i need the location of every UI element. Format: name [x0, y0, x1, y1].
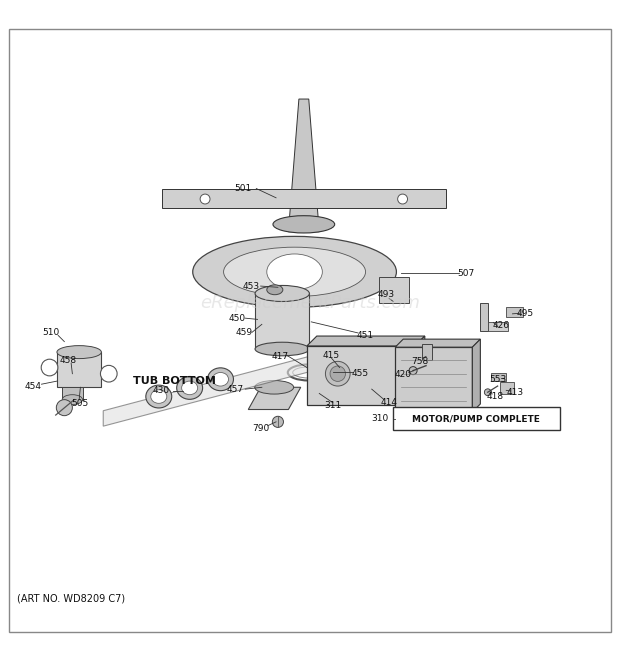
Ellipse shape	[62, 395, 82, 405]
Ellipse shape	[326, 362, 350, 386]
Text: 451: 451	[357, 331, 374, 340]
Ellipse shape	[397, 194, 407, 204]
Text: 458: 458	[60, 356, 77, 365]
Text: 418: 418	[487, 392, 503, 401]
Bar	[379, 277, 409, 303]
Ellipse shape	[255, 381, 294, 394]
Ellipse shape	[409, 367, 417, 375]
Ellipse shape	[224, 247, 366, 297]
Text: 414: 414	[381, 398, 397, 407]
Ellipse shape	[267, 254, 322, 290]
Text: 457: 457	[226, 385, 243, 394]
Text: 454: 454	[25, 381, 42, 391]
Bar	[395, 347, 472, 412]
Text: 495: 495	[516, 309, 533, 318]
Ellipse shape	[41, 359, 58, 376]
Polygon shape	[415, 336, 425, 405]
Ellipse shape	[200, 194, 210, 204]
Ellipse shape	[273, 215, 335, 233]
Ellipse shape	[193, 237, 396, 307]
Text: 453: 453	[242, 282, 259, 291]
Text: 505: 505	[72, 399, 89, 408]
Text: 310: 310	[371, 414, 388, 423]
Polygon shape	[288, 99, 319, 232]
Text: 493: 493	[378, 290, 394, 299]
Text: eReplacementParts.com: eReplacementParts.com	[200, 293, 420, 312]
Text: 501: 501	[235, 184, 252, 193]
Text: 426: 426	[493, 321, 510, 330]
Text: 507: 507	[457, 268, 474, 278]
Polygon shape	[62, 387, 83, 400]
Text: MOTOR/PUMP COMPLETE: MOTOR/PUMP COMPLETE	[412, 414, 540, 423]
Ellipse shape	[255, 342, 309, 356]
Text: 311: 311	[324, 401, 342, 410]
Polygon shape	[395, 339, 480, 347]
Polygon shape	[162, 188, 446, 208]
Text: 417: 417	[272, 352, 289, 361]
Ellipse shape	[208, 368, 234, 391]
Bar	[57, 352, 102, 387]
Ellipse shape	[484, 389, 491, 396]
Text: 413: 413	[507, 388, 523, 397]
Ellipse shape	[57, 346, 102, 358]
Ellipse shape	[213, 372, 229, 386]
Ellipse shape	[267, 285, 283, 295]
Ellipse shape	[255, 286, 309, 301]
Bar	[507, 307, 523, 317]
Ellipse shape	[182, 381, 198, 395]
Polygon shape	[104, 352, 326, 426]
Ellipse shape	[146, 385, 172, 408]
Bar	[488, 323, 508, 330]
Text: 510: 510	[42, 328, 60, 337]
Text: 415: 415	[323, 351, 340, 360]
Text: 420: 420	[394, 370, 411, 379]
Ellipse shape	[272, 416, 283, 428]
Ellipse shape	[100, 366, 117, 382]
Text: 790: 790	[252, 424, 269, 432]
Text: 450: 450	[229, 314, 246, 323]
Polygon shape	[248, 387, 301, 410]
Ellipse shape	[151, 390, 167, 403]
Text: 553: 553	[490, 375, 507, 385]
Text: 459: 459	[236, 328, 252, 337]
Bar	[255, 293, 309, 349]
Polygon shape	[472, 339, 480, 412]
FancyBboxPatch shape	[392, 407, 560, 430]
Bar	[491, 373, 506, 381]
Text: 455: 455	[352, 369, 369, 378]
Bar	[307, 346, 415, 405]
Text: TUB BOTTOM: TUB BOTTOM	[133, 376, 216, 386]
Bar	[480, 303, 488, 330]
Ellipse shape	[177, 377, 203, 399]
Text: 758: 758	[411, 357, 428, 366]
Polygon shape	[307, 336, 425, 346]
Text: (ART NO. WD8209 C7): (ART NO. WD8209 C7)	[17, 594, 125, 604]
Ellipse shape	[330, 366, 345, 381]
Ellipse shape	[56, 400, 73, 416]
Text: 430: 430	[152, 387, 169, 395]
Polygon shape	[422, 344, 432, 360]
Bar	[500, 382, 514, 394]
